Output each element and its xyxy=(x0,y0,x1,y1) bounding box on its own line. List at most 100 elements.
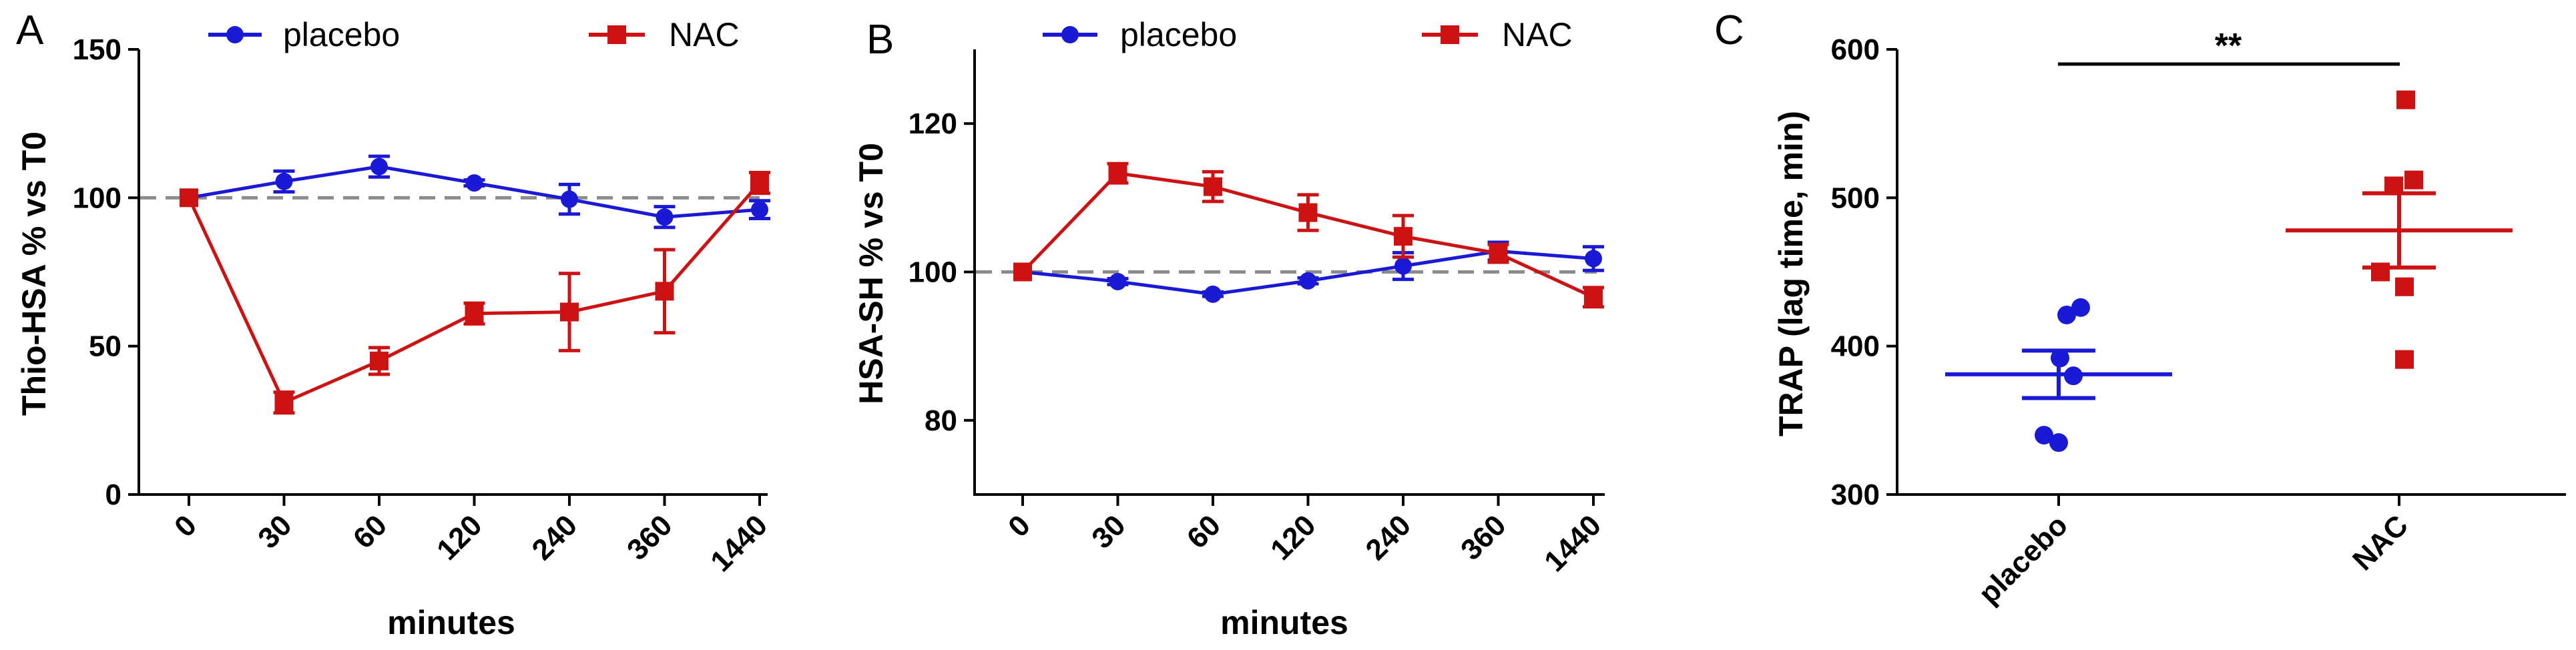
c-x-tick-label-NAC: NAC xyxy=(2346,509,2414,577)
panel-a-x-ticks: 0 30 60 120 240 360 1440 xyxy=(168,495,774,578)
a-series-nac xyxy=(180,171,770,415)
b-placebo-point-1440 xyxy=(1585,250,1602,268)
c-x-tick-label-placebo: placebo xyxy=(1973,509,2074,610)
a-nac-point-120 xyxy=(465,304,484,323)
panel-b-x-ticks: 0 30 60 120 240 360 1440 xyxy=(1002,495,1607,578)
panel-a-x-axis-label: minutes xyxy=(387,604,515,641)
c-y-tick-label-500: 500 xyxy=(1831,182,1880,214)
panel-a-y-axis-label: Thio-HSA % vs T0 xyxy=(15,131,53,416)
a-nac-point-240 xyxy=(560,302,579,322)
b-placebo-point-60 xyxy=(1204,285,1222,303)
panel-c-letter: C xyxy=(1714,7,1744,53)
panel-b-legend-placebo-marker xyxy=(1061,26,1079,43)
panel-a-plot-area xyxy=(180,154,770,415)
a-x-tick-label-60: 60 xyxy=(347,509,393,555)
a-y-tick-label-0: 0 xyxy=(105,478,121,511)
panel-b-legend-placebo-label: placebo xyxy=(1120,16,1237,53)
panel-c: C TRAP (lag time, min) 300 400 500 600 plac… xyxy=(1714,7,2566,611)
b-nac-point-30 xyxy=(1108,164,1127,183)
a-y-tick-label-100: 100 xyxy=(73,182,121,214)
b-nac-point-120 xyxy=(1298,203,1318,222)
b-placebo-point-120 xyxy=(1299,272,1317,290)
b-nac-point-240 xyxy=(1394,227,1412,246)
a-nac-point-30 xyxy=(274,393,294,412)
panel-c-x-ticks: placebo NAC xyxy=(1973,495,2414,611)
panel-a-legend-nac-marker xyxy=(607,25,626,44)
b-x-tick-label-0: 0 xyxy=(1002,509,1037,543)
a-y-tick-label-150: 150 xyxy=(73,33,121,66)
a-nac-point-0 xyxy=(180,188,198,208)
panel-c-significance-label: ** xyxy=(2215,27,2242,65)
a-placebo-point-60 xyxy=(370,157,388,176)
a-x-tick-label-1440: 1440 xyxy=(704,509,774,578)
panel-a-legend-placebo-marker xyxy=(226,26,244,43)
b-x-tick-label-240: 240 xyxy=(1360,509,1418,567)
b-y-tick-label-100: 100 xyxy=(909,256,957,289)
b-x-tick-label-30: 30 xyxy=(1085,509,1131,555)
c-nac-point-2 xyxy=(2404,170,2423,190)
b-nac-point-360 xyxy=(1489,244,1508,263)
b-series-nac xyxy=(1013,161,1604,309)
panel-b-legend-nac-marker xyxy=(1441,25,1459,44)
a-placebo-point-240 xyxy=(561,190,578,208)
panel-c-plot-area xyxy=(1945,90,2513,452)
c-nac-point-1 xyxy=(2396,90,2415,109)
b-x-tick-label-120: 120 xyxy=(1264,509,1322,567)
b-nac-point-60 xyxy=(1204,177,1222,196)
b-placebo-point-30 xyxy=(1109,272,1127,290)
panel-a-legend-nac-label: NAC xyxy=(669,16,740,53)
a-x-tick-label-0: 0 xyxy=(168,509,203,543)
c-nac-point-4 xyxy=(2371,262,2390,282)
c-placebo-point-4 xyxy=(2064,366,2083,386)
b-nac-point-1440 xyxy=(1584,288,1603,307)
c-placebo-point-3 xyxy=(2051,348,2069,368)
a-placebo-point-120 xyxy=(465,174,483,192)
a-placebo-point-360 xyxy=(656,208,674,226)
c-y-tick-label-600: 600 xyxy=(1831,33,1880,66)
b-y-tick-label-80: 80 xyxy=(925,404,957,437)
c-nac-point-5 xyxy=(2395,277,2414,296)
panel-c-y-axis-label: TRAP (lag time, min) xyxy=(1772,111,1810,436)
c-placebo-point-6 xyxy=(2049,433,2068,452)
c-nac-point-6 xyxy=(2395,350,2414,369)
b-nac-point-0 xyxy=(1013,262,1032,282)
b-x-tick-label-360: 360 xyxy=(1455,509,1513,567)
a-y-tick-label-50: 50 xyxy=(89,330,121,363)
panel-a-legend: placebo NAC xyxy=(208,16,740,53)
a-nac-point-360 xyxy=(655,282,674,301)
panel-c-y-ticks: 300 400 500 600 xyxy=(1831,33,1897,511)
a-x-tick-label-30: 30 xyxy=(252,509,298,555)
a-series-placebo xyxy=(180,154,770,230)
b-x-tick-label-1440: 1440 xyxy=(1538,509,1607,578)
a-nac-point-60 xyxy=(370,351,389,370)
panel-b-y-ticks: 80 100 120 xyxy=(909,107,975,437)
b-y-tick-label-120: 120 xyxy=(909,107,957,140)
panel-b-letter: B xyxy=(866,17,894,63)
panel-b-plot-area xyxy=(1013,161,1604,309)
panel-b-legend-nac-label: NAC xyxy=(1502,16,1573,53)
a-x-tick-label-120: 120 xyxy=(431,509,489,567)
c-y-tick-label-300: 300 xyxy=(1831,478,1880,511)
a-placebo-point-30 xyxy=(275,172,293,190)
a-x-tick-label-240: 240 xyxy=(526,509,584,567)
panel-b-legend: placebo NAC xyxy=(1043,16,1573,53)
c-y-tick-label-400: 400 xyxy=(1831,330,1880,363)
panel-a-letter: A xyxy=(16,7,44,53)
c-placebo-point-1 xyxy=(2057,305,2076,324)
panel-a-legend-placebo-label: placebo xyxy=(283,16,400,53)
panel-b: B HSA-SH % vs T0 minutes 80 100 120 0 30 60 1… xyxy=(852,16,1607,641)
panel-b-y-axis-label: HSA-SH % vs T0 xyxy=(852,143,890,404)
a-x-tick-label-360: 360 xyxy=(621,509,679,567)
panel-a-y-ticks: 0 50 100 150 xyxy=(73,33,139,511)
c-nac-point-3 xyxy=(2384,176,2403,196)
c-series-nac xyxy=(2286,90,2513,369)
b-x-tick-label-60: 60 xyxy=(1181,509,1227,555)
panel-a: A Thio-HSA % vs T0 minutes 0 50 100 150 0 30… xyxy=(15,7,774,641)
panel-b-x-axis-label: minutes xyxy=(1220,604,1348,641)
c-series-placebo xyxy=(1945,298,2172,452)
c-placebo-point-5 xyxy=(2035,426,2053,445)
a-placebo-point-1440 xyxy=(751,201,768,219)
a-nac-point-1440 xyxy=(750,174,769,193)
c-placebo-point-2 xyxy=(2071,298,2090,317)
